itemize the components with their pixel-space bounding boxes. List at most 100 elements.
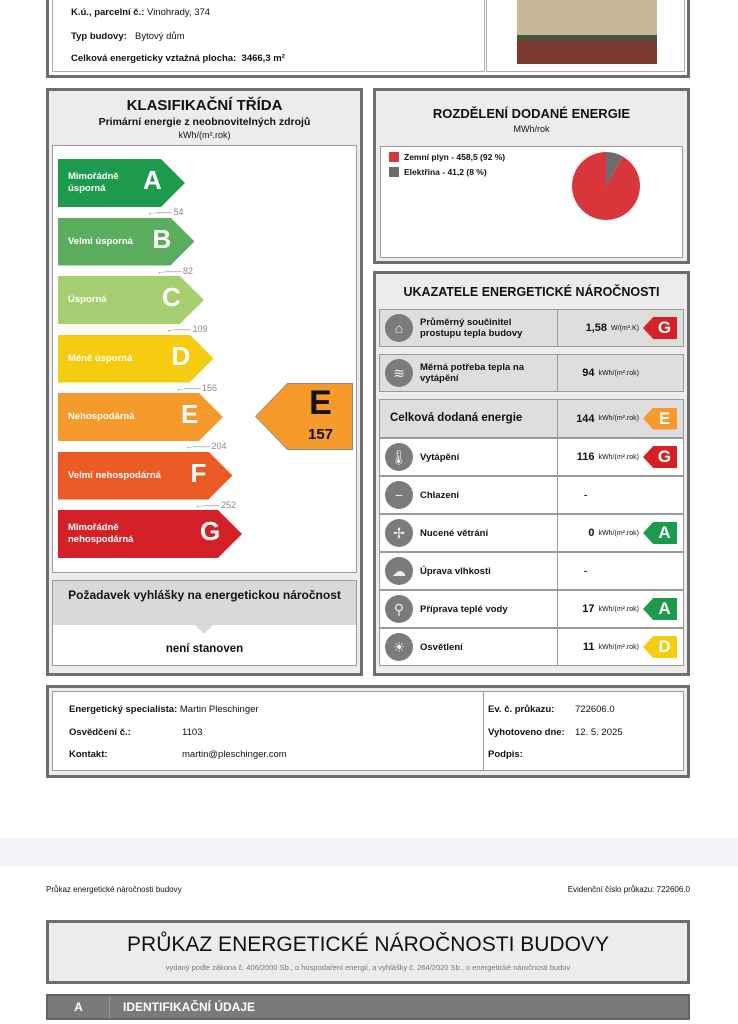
indicator-value: 0 kWh/(m².rok) — [588, 527, 639, 539]
date-value: 12. 5. 2025 — [575, 727, 623, 738]
fan-icon: ✢ — [385, 519, 413, 547]
certificate-title-box: PRŮKAZ ENERGETICKÉ NÁROČNOSTI BUDOVY vyd… — [46, 920, 690, 984]
class-letter: A — [143, 165, 162, 195]
page-header-right: Evidenční číslo průkazu: 722606.0 — [567, 885, 690, 894]
legend-item: Elektřina - 41,2 (8 %) — [389, 167, 487, 177]
class-threshold: ←—— 109 — [166, 324, 208, 334]
class-bar-d: Méně úsporná D — [58, 335, 214, 383]
indicator-name: Vytápění — [420, 451, 460, 463]
legend-swatch — [389, 167, 399, 177]
class-bar-c: Úsporná C — [58, 276, 204, 324]
class-label: Velmi úsporná — [68, 235, 133, 247]
class-letter: E — [181, 399, 199, 429]
ev-label: Ev. č. průkazu: — [488, 704, 555, 715]
heat-demand-icon: ≋ — [385, 359, 413, 387]
certificate-subtitle: vydaný podle zákona č. 406/2000 Sb., o h… — [165, 963, 571, 972]
indicator-value: 1,58 W/(m².K) — [585, 322, 639, 334]
area-label: Celková energeticky vztažná plocha: — [71, 53, 237, 64]
humidity-icon: ☁ — [385, 557, 413, 585]
certificate-title: PRŮKAZ ENERGETICKÉ NÁROČNOSTI BUDOVY — [127, 933, 609, 956]
indicator-name: Nucené větrání — [420, 527, 489, 539]
indicator-row: ☀ Osvětlení 11 kWh/(m².rok) D — [379, 628, 684, 666]
indicator-value: 11 kWh/(m².rok) — [582, 641, 639, 653]
class-tag: D — [643, 636, 677, 658]
cooling-thermometer-icon: − — [385, 481, 413, 509]
class-tag: A — [643, 598, 677, 620]
class-letter: G — [200, 516, 221, 546]
class-bar-g: Mimořádně nehospodárná G — [58, 510, 242, 558]
requirement-title: Požadavek vyhlášky na energetickou nároč… — [68, 588, 341, 602]
ev-value: 722606.0 — [575, 704, 615, 715]
specialist-box: Energetický specialista: Martin Pleschin… — [52, 691, 684, 771]
indicators-title: UKAZATELE ENERGETICKÉ NÁROČNOSTI — [403, 285, 660, 299]
specialist-panel: Energetický specialista: Martin Pleschin… — [46, 685, 690, 778]
class-threshold: ←—— 156 — [175, 382, 218, 393]
signature-label: Podpis: — [488, 749, 523, 760]
energy-distribution-panel: ROZDĚLENÍ DODANÉ ENERGIE MWh/rok Zemní p… — [373, 88, 690, 264]
class-bar-b: Velmi úsporná B — [58, 218, 195, 266]
class-label: Mimořádně nehospodárná — [68, 522, 134, 545]
light-bulb-icon: ☀ — [385, 633, 413, 661]
class-letter: F — [190, 457, 207, 488]
class-letter: D — [171, 340, 191, 371]
date-label: Vyhotoveno dne: — [488, 727, 565, 738]
class-bar-a: Mimořádně úsporná A — [58, 159, 185, 207]
indicator-value: 17 kWh/(m².rok) — [582, 603, 639, 615]
indicator-name: Chlazení — [420, 489, 460, 501]
requirement-value: není stanoven — [165, 643, 244, 655]
indicator-name: Měrná potřeba tepla na vytápění — [420, 362, 524, 384]
class-bar-f: Velmi nehospodárná F — [58, 452, 233, 500]
building-info-box: K.ú., parcelní č.: Vinohrady, 374 Typ bu… — [52, 0, 485, 72]
indicator-row: Celková dodaná energie 144 kWh/(m².rok) E — [379, 399, 684, 438]
class-label: Úsporná — [68, 294, 107, 305]
classification-title: KLASIFIKAČNÍ TŘÍDA — [126, 97, 283, 114]
pie-chart — [572, 152, 640, 220]
pie-slice — [606, 152, 623, 186]
indicator-value: 116 kWh/(m².rok) — [576, 451, 639, 463]
contact-label: Kontakt: — [69, 749, 108, 760]
distribution-unit: MWh/rok — [513, 124, 550, 134]
class-tag: A — [643, 522, 677, 544]
building-photo-cell — [486, 0, 685, 72]
indicator-row: ⌂ Průměrný součinitel prostupu tepla budo… — [379, 309, 684, 347]
specialist-name: Martin Pleschinger — [179, 704, 259, 715]
legend-swatch — [389, 152, 399, 162]
section-letter: A — [48, 996, 110, 1018]
contact-value[interactable]: martin@pleschinger.com — [182, 749, 287, 760]
class-label: Velmi nehospodárná — [68, 469, 161, 481]
class-label: Méně úsporná — [68, 352, 133, 364]
classification-unit: kWh/(m².rok) — [178, 130, 231, 140]
class-bar-e: Nehospodárná E — [58, 393, 223, 441]
legend-item: Zemní plyn - 458,5 (92 %) — [389, 152, 505, 162]
page-separator — [0, 837, 738, 867]
indicator-row: − Chlazení - — [379, 476, 684, 514]
distribution-chart: Zemní plyn - 458,5 (92 %) Elektřina - 41,… — [380, 146, 683, 258]
class-letter: C — [162, 282, 181, 312]
distribution-title: ROZDĚLENÍ DODANÉ ENERGIE — [432, 106, 631, 121]
page-header-left: Průkaz energetické náročnosti budovy — [46, 885, 182, 894]
indicator-row: 🌡 Vytápění 116 kWh/(m².rok) G — [379, 438, 684, 476]
heating-thermometer-icon: 🌡 — [385, 443, 413, 471]
indicator-row: ≋ Měrná potřeba tepla na vytápění 94 kWh/(m… — [379, 354, 684, 392]
class-threshold: ←—— 204 — [185, 441, 227, 451]
result-class-value: 157 — [307, 426, 334, 443]
ku-value: Vinohrady, 374 — [147, 7, 211, 18]
water-tap-icon: ⚲ — [385, 595, 413, 623]
cert-label: Osvědčení č.: — [69, 727, 131, 738]
classification-subtitle: Primární energie z neobnovitelných zdroj… — [98, 116, 311, 128]
type-value: Bytový dům — [135, 31, 185, 42]
indicator-row: ✢ Nucené větrání 0 kWh/(m².rok) A — [379, 514, 684, 552]
house-icon: ⌂ — [385, 314, 413, 342]
indicator-name: Příprava teplé vody — [420, 603, 508, 615]
indicator-row: ☁ Úprava vlhkosti - — [379, 552, 684, 590]
indicator-row: ⚲ Příprava teplé vody 17 kWh/(m².rok) A — [379, 590, 684, 628]
indicator-name: Úprava vlhkosti — [420, 565, 491, 577]
indicator-value: 94 kWh/(m².rok) — [582, 367, 639, 379]
section-a-header: A IDENTIFIKAČNÍ ÚDAJE — [46, 994, 690, 1020]
class-threshold: ←—— 54 — [147, 207, 184, 217]
class-letter: B — [152, 223, 172, 254]
indicator-name: Průměrný součinitel prostupu tepla budov… — [420, 317, 523, 339]
ku-label: K.ú., parcelní č.: — [71, 7, 145, 18]
type-label: Typ budovy: — [71, 31, 127, 42]
section-title: IDENTIFIKAČNÍ ÚDAJE — [123, 1000, 256, 1014]
